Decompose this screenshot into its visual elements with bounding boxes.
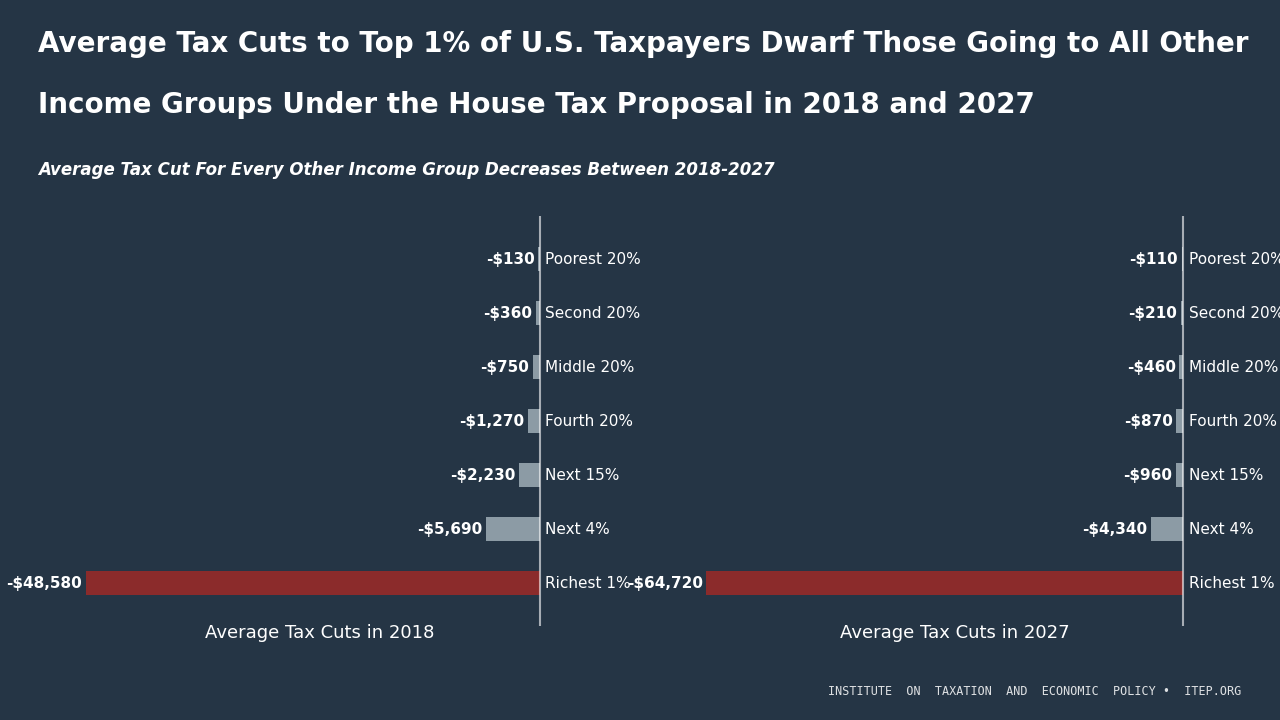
Text: -$130: -$130 <box>486 252 535 266</box>
Bar <box>1181 301 1183 325</box>
Text: -$960: -$960 <box>1123 468 1172 482</box>
Bar <box>1179 355 1183 379</box>
Text: Average Tax Cut For Every Other Income Group Decreases Between 2018-2027: Average Tax Cut For Every Other Income G… <box>38 161 774 179</box>
Text: Richest 1%: Richest 1% <box>1189 576 1274 590</box>
Text: Poorest 20%: Poorest 20% <box>545 252 641 266</box>
Text: -$5,690: -$5,690 <box>417 522 483 536</box>
Text: Average Tax Cuts in 2018: Average Tax Cuts in 2018 <box>205 624 435 642</box>
Text: Next 15%: Next 15% <box>545 468 620 482</box>
Text: Richest 1%: Richest 1% <box>545 576 631 590</box>
Bar <box>86 571 540 595</box>
Bar <box>527 409 540 433</box>
Bar <box>1151 517 1183 541</box>
Text: Next 15%: Next 15% <box>1189 468 1263 482</box>
Text: -$1,270: -$1,270 <box>460 414 524 428</box>
Text: Fourth 20%: Fourth 20% <box>1189 414 1276 428</box>
Text: -$460: -$460 <box>1126 360 1175 374</box>
Text: Poorest 20%: Poorest 20% <box>1189 252 1280 266</box>
Bar <box>518 463 540 487</box>
Text: Middle 20%: Middle 20% <box>1189 360 1277 374</box>
Text: -$870: -$870 <box>1124 414 1172 428</box>
Text: -$4,340: -$4,340 <box>1082 522 1147 536</box>
Text: INSTITUTE  ON  TAXATION  AND  ECONOMIC  POLICY •  ITEP.ORG: INSTITUTE ON TAXATION AND ECONOMIC POLIC… <box>828 685 1242 698</box>
Text: Second 20%: Second 20% <box>1189 306 1280 320</box>
Bar <box>486 517 540 541</box>
Text: Next 4%: Next 4% <box>545 522 611 536</box>
Text: -$210: -$210 <box>1129 306 1178 320</box>
Text: -$110: -$110 <box>1130 252 1178 266</box>
Bar <box>1175 463 1183 487</box>
Text: Income Groups Under the House Tax Proposal in 2018 and 2027: Income Groups Under the House Tax Propos… <box>38 91 1036 119</box>
Text: -$2,230: -$2,230 <box>449 468 515 482</box>
Bar <box>1176 409 1183 433</box>
Text: Next 4%: Next 4% <box>1189 522 1253 536</box>
Text: -$360: -$360 <box>484 306 532 320</box>
Text: -$64,720: -$64,720 <box>627 576 703 590</box>
Text: Middle 20%: Middle 20% <box>545 360 635 374</box>
Bar <box>532 355 540 379</box>
Bar <box>707 571 1183 595</box>
Text: Second 20%: Second 20% <box>545 306 640 320</box>
Text: Fourth 20%: Fourth 20% <box>545 414 634 428</box>
Bar <box>536 301 540 325</box>
Text: Average Tax Cuts in 2027: Average Tax Cuts in 2027 <box>840 624 1069 642</box>
Text: -$48,580: -$48,580 <box>6 576 82 590</box>
Text: -$750: -$750 <box>480 360 529 374</box>
Text: Average Tax Cuts to Top 1% of U.S. Taxpayers Dwarf Those Going to All Other: Average Tax Cuts to Top 1% of U.S. Taxpa… <box>38 30 1249 58</box>
